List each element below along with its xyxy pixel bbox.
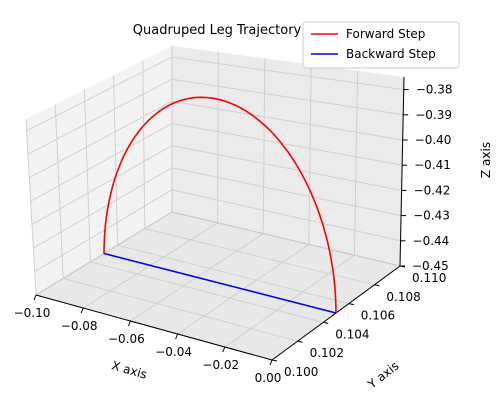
y-tick-mark bbox=[297, 340, 303, 343]
z-tick-label: −0.43 bbox=[413, 209, 450, 223]
x-tick-mark bbox=[222, 346, 226, 353]
x-ticks: −0.10 −0.08 −0.06 −0.04 −0.02 0.00 bbox=[14, 294, 282, 385]
y-tick-label: 0.102 bbox=[310, 346, 344, 360]
grid-line-z-left bbox=[33, 167, 173, 249]
grid-line-z-right bbox=[171, 122, 403, 166]
series-forward-step-line bbox=[103, 96, 337, 314]
grid-line-y-wall bbox=[113, 75, 119, 246]
y-axis-label: Y axis bbox=[364, 359, 401, 392]
z-tick-label: −0.44 bbox=[413, 234, 450, 248]
grid-line-y-floor bbox=[90, 261, 324, 323]
x-tick-mark bbox=[127, 320, 131, 327]
y-tick-label: 0.100 bbox=[284, 365, 318, 379]
z-tick-label: −0.42 bbox=[414, 183, 451, 197]
grid-line-z-right bbox=[171, 167, 402, 217]
legend-label-forward: Forward Step bbox=[346, 27, 425, 41]
z-tick-label: −0.39 bbox=[415, 108, 452, 122]
legend-box bbox=[302, 21, 460, 69]
y-tick-mark bbox=[374, 284, 380, 287]
left-back-pane bbox=[26, 46, 172, 295]
x-tick-label: −0.02 bbox=[202, 358, 239, 372]
y-tick-label: 0.108 bbox=[386, 290, 420, 304]
grid-line-y-floor bbox=[117, 244, 349, 305]
x-tick-label: −0.04 bbox=[155, 345, 192, 359]
floor-pane bbox=[36, 212, 400, 360]
grid-line-y-floor bbox=[63, 277, 298, 342]
grid-line-z-left bbox=[27, 78, 173, 155]
grid-line-y-wall bbox=[25, 118, 37, 296]
grid-line-z-left bbox=[34, 189, 173, 272]
grid-line-y-wall bbox=[83, 89, 91, 262]
y-tick-label: 0.106 bbox=[361, 309, 395, 323]
x-tick-mark bbox=[33, 294, 37, 301]
z-tick-label: −0.38 bbox=[416, 83, 453, 97]
x-tick-label: −0.10 bbox=[14, 306, 51, 320]
grid-line-x-wall bbox=[353, 70, 359, 256]
grid-line-z-right bbox=[171, 78, 404, 116]
z-ticks: −0.38 −0.39 −0.40 −0.41 −0.42 −0.43 −0.44 −0.45 bbox=[400, 83, 453, 273]
z-axis-line bbox=[399, 76, 405, 267]
legend: Forward Step Backward Step bbox=[302, 21, 460, 69]
x-tick-label: −0.06 bbox=[108, 332, 145, 346]
grid-line-y-wall bbox=[54, 104, 64, 279]
z-axis-label: Z axis bbox=[479, 142, 493, 178]
grid-line-x-wall bbox=[217, 52, 219, 223]
grid-line-z-right bbox=[171, 100, 403, 141]
grid-line-y-floor bbox=[144, 228, 375, 286]
grid-line-x-wall bbox=[262, 58, 266, 234]
x-tick-mark bbox=[269, 359, 273, 366]
x-axis-label: X axis bbox=[110, 358, 149, 381]
z-tick-label: −0.40 bbox=[415, 133, 452, 147]
x-tick-label: 0.00 bbox=[255, 371, 282, 385]
z-tick-label: −0.41 bbox=[414, 158, 451, 172]
y-tick-mark bbox=[323, 321, 329, 324]
grid-line-z-left bbox=[29, 100, 173, 179]
y-tick-mark bbox=[271, 359, 278, 362]
right-back-pane bbox=[172, 46, 404, 266]
y-ticks: 0.100 0.102 0.104 0.106 0.108 0.110 bbox=[271, 265, 446, 379]
series-backward-step-line bbox=[103, 252, 337, 314]
gridlines bbox=[25, 46, 405, 361]
grid-line-z-right bbox=[171, 189, 401, 242]
x-tick-mark bbox=[175, 333, 179, 340]
y-tick-label: 0.104 bbox=[335, 327, 369, 341]
grid-line-z-left bbox=[26, 56, 173, 132]
y-tick-mark bbox=[348, 303, 354, 306]
x-tick-mark bbox=[80, 307, 84, 314]
grid-line-y-wall bbox=[142, 60, 146, 229]
grid-line-z-left bbox=[31, 145, 173, 226]
x-tick-label: −0.08 bbox=[61, 319, 98, 333]
x-axis-line bbox=[35, 294, 273, 361]
legend-label-backward: Backward Step bbox=[346, 47, 436, 61]
chart-title: Quadruped Leg Trajectory bbox=[133, 23, 302, 38]
grid-line-z-right bbox=[171, 145, 402, 191]
grid-line-z-right bbox=[171, 56, 404, 91]
grid-line-x-wall bbox=[308, 64, 312, 245]
z-tick-label: −0.45 bbox=[412, 259, 449, 273]
y-tick-label: 0.110 bbox=[412, 271, 446, 285]
grid-line-z-left bbox=[30, 123, 173, 202]
